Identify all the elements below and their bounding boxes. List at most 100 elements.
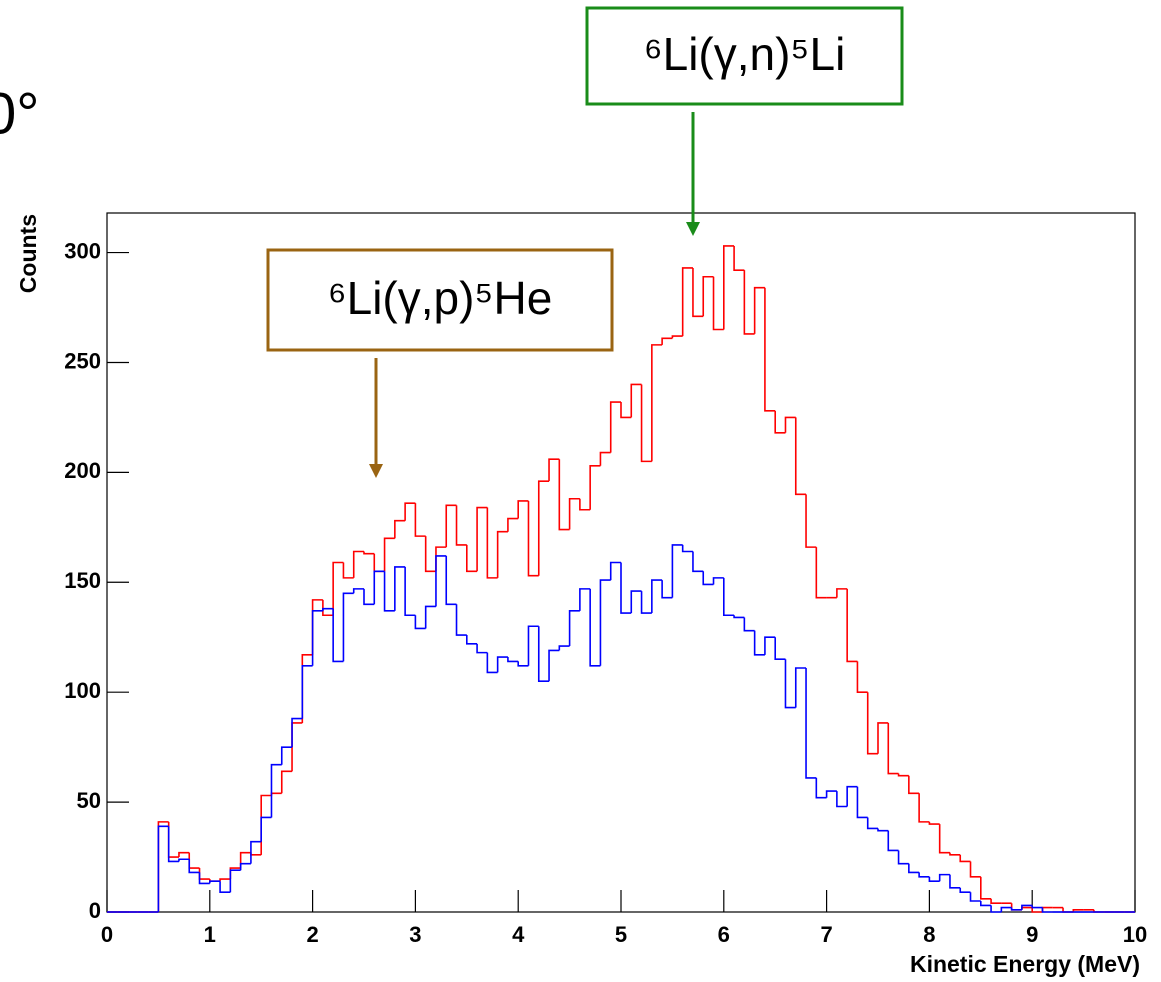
histogram-bin <box>1041 907 1053 913</box>
histogram-bin <box>794 667 807 708</box>
histogram-bin <box>178 851 190 858</box>
histogram-bin <box>723 577 735 617</box>
histogram-bin <box>589 588 601 667</box>
histogram-bin <box>445 555 457 606</box>
histogram-bin <box>856 786 868 819</box>
histogram-bin <box>527 625 539 666</box>
histogram-bin <box>270 763 282 818</box>
annotation-box <box>585 6 904 106</box>
histogram-bin <box>928 821 940 825</box>
histogram-bin <box>435 546 447 572</box>
histogram-bin <box>928 876 940 883</box>
histogram-bin <box>558 645 570 651</box>
histogram-bin <box>579 498 591 511</box>
histogram-bin <box>723 245 735 330</box>
histogram-bin <box>784 659 796 709</box>
histogram-bin <box>887 722 899 775</box>
histogram-bin <box>980 901 992 907</box>
histogram-bin <box>527 500 539 577</box>
histogram-bin <box>774 410 786 434</box>
histogram-bin <box>671 335 683 339</box>
histogram-bin <box>743 617 755 632</box>
histogram-bin <box>866 692 878 755</box>
histogram-bin <box>702 275 714 317</box>
histogram-bin <box>486 652 498 674</box>
histogram-bin <box>270 792 282 796</box>
histogram-bin <box>332 561 344 616</box>
histogram-bin <box>517 661 529 667</box>
histogram-bin <box>969 892 981 902</box>
arrow-head <box>686 222 700 236</box>
histogram-bin <box>476 506 488 572</box>
histogram-bin <box>229 869 241 893</box>
histogram-bin <box>496 656 508 673</box>
histogram-bin <box>774 637 786 661</box>
histogram-bin <box>897 773 909 777</box>
histogram-bin <box>825 790 837 798</box>
histogram-bin <box>949 852 961 856</box>
histogram-bin <box>692 551 704 573</box>
x-tick-label: 9 <box>1026 922 1038 947</box>
histogram-bin <box>537 480 550 576</box>
y-tick-label: 50 <box>77 788 101 813</box>
histogram-bin <box>815 547 827 599</box>
annotation-text: ⁶Li(γ,p)⁵He <box>328 272 553 324</box>
histogram-bin <box>507 657 519 663</box>
histogram-bin <box>342 562 354 579</box>
histogram-bin <box>959 854 971 863</box>
histogram-bin <box>794 417 807 496</box>
histogram-bin <box>969 861 981 878</box>
histogram-bin <box>537 626 550 682</box>
histogram-bin <box>784 416 796 433</box>
histogram-bin <box>1021 906 1033 910</box>
histogram-bin <box>394 566 406 611</box>
histogram-bin <box>414 615 426 630</box>
histogram-bin <box>805 494 817 548</box>
histogram-bin <box>239 851 251 869</box>
histogram-bin <box>1010 907 1022 911</box>
histogram-bin <box>846 785 858 807</box>
histogram-bin <box>188 859 200 874</box>
histogram-bin <box>373 570 385 605</box>
histogram-bin <box>712 577 724 585</box>
arrow-head <box>369 464 383 478</box>
histogram-bin <box>455 604 467 636</box>
histogram-bin <box>1010 903 1022 911</box>
histogram-bin <box>681 267 693 337</box>
histogram-bin <box>311 599 323 655</box>
histogram-bin <box>630 590 642 614</box>
histogram-bin <box>404 566 416 617</box>
histogram-bin <box>517 500 529 519</box>
histogram-bin <box>918 872 930 878</box>
histogram-bin <box>640 591 652 614</box>
x-tick-label: 6 <box>718 922 730 947</box>
histogram-bin <box>209 880 221 884</box>
annotation-box <box>266 248 614 352</box>
histogram-bin <box>466 544 478 573</box>
x-tick-label: 7 <box>820 922 832 947</box>
histogram-bin <box>980 876 992 900</box>
histogram-bin <box>743 270 755 335</box>
histogram-bin <box>630 383 642 418</box>
y-tick-label: 150 <box>64 568 101 593</box>
histogram-bin <box>291 722 303 772</box>
histogram-bin <box>167 821 179 858</box>
histogram-bin <box>908 863 920 874</box>
histogram-bin <box>198 868 210 880</box>
histogram-bin <box>352 588 364 594</box>
histogram-bin <box>496 530 508 578</box>
histogram-bin <box>887 830 899 852</box>
histogram-bin <box>609 401 621 453</box>
histogram-bin <box>620 562 632 614</box>
histogram-bin <box>311 610 323 666</box>
histogram-bin <box>661 337 673 345</box>
histogram-bin <box>404 502 416 521</box>
histogram-bin <box>198 872 210 885</box>
histogram-bin <box>445 504 457 548</box>
histogram-bin <box>466 635 478 645</box>
y-tick-label: 0 <box>89 898 101 923</box>
histogram-bin <box>219 881 231 894</box>
histogram-bin <box>681 544 693 553</box>
histogram-bin <box>815 777 827 799</box>
